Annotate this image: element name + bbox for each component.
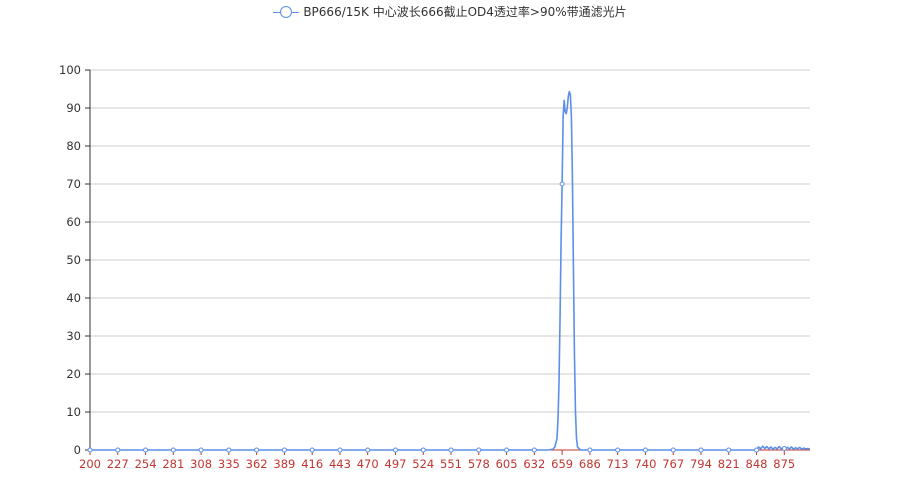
data-point-713[interactable] (615, 447, 621, 453)
x-tick-label-497: 497 (385, 457, 407, 471)
grid-lines (90, 69, 810, 413)
data-point-362[interactable] (254, 447, 260, 453)
data-point-389[interactable] (281, 447, 287, 453)
x-tick-label-875: 875 (773, 457, 795, 471)
data-point-308[interactable] (198, 447, 204, 453)
y-tick-label-70: 70 (66, 177, 81, 191)
x-tick-label-713: 713 (607, 457, 629, 471)
x-tick-label-281: 281 (162, 457, 184, 471)
data-point-551[interactable] (448, 447, 454, 453)
x-tick-label-821: 821 (718, 457, 740, 471)
data-point-848[interactable] (754, 447, 760, 453)
y-tick-label-50: 50 (66, 253, 81, 267)
data-point-281[interactable] (170, 447, 176, 453)
y-tick-label-10: 10 (66, 405, 81, 419)
data-point-497[interactable] (392, 447, 398, 453)
x-tick-label-443: 443 (329, 457, 351, 471)
x-tick-label-740: 740 (634, 457, 656, 471)
y-tick-label-90: 90 (66, 101, 81, 115)
data-point-659[interactable] (559, 181, 565, 187)
x-tick-label-605: 605 (496, 457, 518, 471)
x-tick-label-794: 794 (690, 457, 712, 471)
x-tick-label-578: 578 (468, 457, 490, 471)
x-tick-label-470: 470 (357, 457, 379, 471)
series-group (87, 90, 811, 453)
x-tick-label-848: 848 (746, 457, 768, 471)
data-point-227[interactable] (115, 447, 121, 453)
x-tick-label-200: 200 (79, 457, 101, 471)
x-tick-label-335: 335 (218, 457, 240, 471)
data-point-524[interactable] (420, 447, 426, 453)
legend-series-name: BP666/15K 中心波长666截止OD4透过率>90%带通滤光片 (303, 5, 627, 19)
data-point-335[interactable] (226, 447, 232, 453)
x-tick-label-632: 632 (523, 457, 545, 471)
y-tick-label-80: 80 (66, 139, 81, 153)
data-point-740[interactable] (642, 447, 648, 453)
x-tick-label-416: 416 (301, 457, 323, 471)
data-point-578[interactable] (476, 447, 482, 453)
data-point-821[interactable] (726, 447, 732, 453)
y-tick-label-100: 100 (59, 63, 81, 77)
data-point-254[interactable] (143, 447, 149, 453)
data-point-686[interactable] (587, 447, 593, 453)
x-tick-label-767: 767 (662, 457, 684, 471)
y-tick-label-60: 60 (66, 215, 81, 229)
y-tick-label-30: 30 (66, 329, 81, 343)
legend-line-circle-icon (273, 5, 300, 19)
y-tick-label-20: 20 (66, 367, 81, 381)
y-tick-label-40: 40 (66, 291, 81, 305)
data-point-767[interactable] (670, 447, 676, 453)
x-tick-label-686: 686 (579, 457, 601, 471)
data-point-443[interactable] (337, 447, 343, 453)
data-point-605[interactable] (504, 447, 510, 453)
x-tick-label-551: 551 (440, 457, 462, 471)
x-tick-label-524: 524 (412, 457, 434, 471)
data-point-875[interactable] (781, 445, 787, 451)
data-point-794[interactable] (698, 447, 704, 453)
x-tick-label-362: 362 (246, 457, 268, 471)
x-tick-label-227: 227 (107, 457, 129, 471)
x-tick-label-389: 389 (273, 457, 295, 471)
data-point-632[interactable] (531, 447, 537, 453)
y-tick-label-0: 0 (74, 443, 81, 457)
x-axis: 200 227 254 281 308 335 362 389 416 443 470 497 524 5… (79, 449, 810, 471)
x-tick-label-308: 308 (190, 457, 212, 471)
series-line-0 (90, 90, 811, 451)
data-point-200[interactable] (87, 447, 93, 453)
data-point-416[interactable] (309, 447, 315, 453)
data-point-470[interactable] (365, 447, 371, 453)
y-axis-ticks: 0 10 20 30 40 50 60 70 80 90 100 (59, 63, 91, 457)
chart-legend[interactable]: BP666/15K 中心波长666截止OD4透过率>90%带通滤光片 (0, 3, 900, 20)
x-tick-label-254: 254 (135, 457, 157, 471)
x-tick-label-659: 659 (551, 457, 573, 471)
